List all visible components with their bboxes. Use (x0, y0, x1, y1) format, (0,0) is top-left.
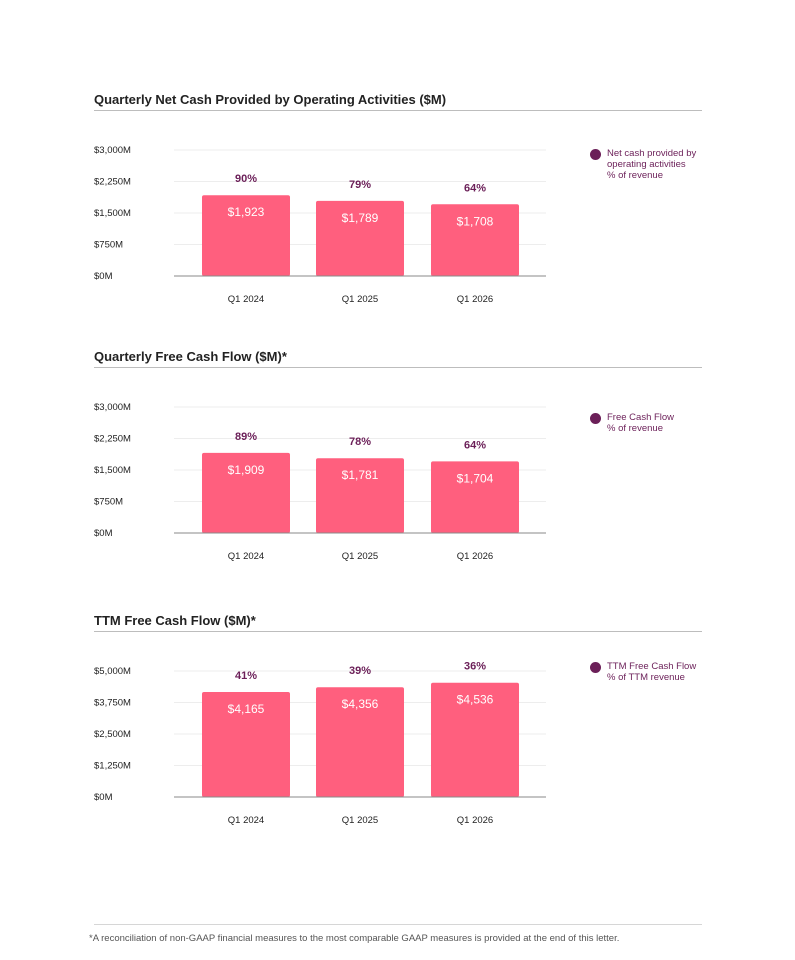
legend-line: Free Cash Flow (607, 412, 675, 423)
x-category-label: Q1 2024 (228, 294, 264, 305)
y-tick-label: $3,000M (94, 145, 131, 156)
chart-section-operating-cash: Quarterly Net Cash Provided by Operating… (0, 92, 795, 332)
y-tick-label: $750M (94, 240, 123, 251)
chart-title: Quarterly Free Cash Flow ($M)* (94, 349, 287, 364)
bar-value-label: $1,781 (342, 468, 379, 482)
chart-legend: Net cash provided by operating activitie… (590, 148, 696, 181)
legend-label: TTM Free Cash Flow % of TTM revenue (607, 661, 696, 683)
y-tick-label: $0M (94, 528, 113, 539)
y-tick-label: $2,250M (94, 434, 131, 445)
bar (316, 458, 404, 533)
y-tick-label: $2,500M (94, 729, 131, 740)
chart-legend: TTM Free Cash Flow % of TTM revenue (590, 661, 696, 683)
bar (316, 200, 404, 276)
legend-line: % of revenue (607, 170, 663, 181)
bar (202, 692, 290, 797)
bar-value-label: $1,704 (457, 471, 494, 485)
legend-circle-icon (590, 662, 601, 673)
bar (316, 687, 404, 797)
bar-value-label: $1,708 (457, 214, 494, 228)
bar (431, 204, 519, 276)
bar-chart-ttm-free-cash-flow: $0M $1,250M $2,500M $3,750M $5,000M $4,165 41%… (94, 661, 546, 826)
x-category-label: Q1 2025 (342, 294, 378, 305)
bar-value-label: $1,909 (228, 463, 265, 477)
x-category-label: Q1 2025 (342, 551, 378, 562)
chart-section-free-cash-flow: Quarterly Free Cash Flow ($M)* $0M $750M $… (0, 349, 795, 589)
bar (431, 461, 519, 533)
x-category-label: Q1 2026 (457, 815, 493, 826)
y-tick-label: $0M (94, 271, 113, 282)
x-category-label: Q1 2024 (228, 815, 264, 826)
chart-title: Quarterly Net Cash Provided by Operating… (94, 92, 447, 107)
chart-title: TTM Free Cash Flow ($M)* (94, 613, 256, 628)
percent-label: 36% (464, 661, 486, 673)
percent-label: 78% (349, 436, 371, 448)
legend-line: % of TTM revenue (607, 672, 685, 683)
y-tick-label: $1,500M (94, 465, 131, 476)
y-tick-label: $2,250M (94, 177, 131, 188)
legend-label: Net cash provided by operating activitie… (607, 148, 696, 181)
percent-label: 41% (235, 670, 257, 682)
bar (202, 452, 290, 533)
y-tick-label: $1,500M (94, 208, 131, 219)
x-category-label: Q1 2025 (342, 815, 378, 826)
chart-section-ttm-free-cash-flow: TTM Free Cash Flow ($M)* $0M $1,250M $2,50… (0, 613, 795, 853)
title-divider (94, 110, 702, 111)
percent-label: 90% (235, 173, 257, 185)
legend-line: Net cash provided by (607, 148, 697, 159)
bar (431, 682, 519, 797)
x-category-label: Q1 2026 (457, 294, 493, 305)
percent-label: 79% (349, 179, 371, 191)
legend-line: operating activities (607, 159, 686, 170)
legend-line: TTM Free Cash Flow (607, 661, 697, 672)
legend-line: % of revenue (607, 423, 663, 434)
y-tick-label: $5,000M (94, 666, 131, 677)
title-divider (94, 367, 702, 368)
bar-value-label: $1,923 (228, 205, 265, 219)
footnote: *A reconciliation of non-GAAP financial … (89, 933, 620, 944)
percent-label: 39% (349, 665, 371, 677)
bar-value-label: $4,356 (342, 697, 379, 711)
percent-label: 64% (464, 182, 486, 194)
y-tick-label: $0M (94, 792, 113, 803)
legend-label: Free Cash Flow % of revenue (607, 412, 674, 434)
bar-value-label: $4,165 (228, 702, 265, 716)
bar (202, 195, 290, 276)
bar-chart-free-cash-flow: $0M $750M $1,500M $2,250M $3,000M $1,909 89% Q1… (94, 402, 546, 562)
y-tick-label: $3,750M (94, 698, 131, 709)
x-category-label: Q1 2026 (457, 551, 493, 562)
footer-divider (94, 924, 702, 925)
bar-value-label: $4,536 (457, 693, 494, 707)
percent-label: 89% (235, 431, 257, 443)
y-tick-label: $1,250M (94, 761, 131, 772)
bar-chart-operating-cash: $0M $750M $1,500M $2,250M $3,000M $1,923 90% Q1… (94, 145, 546, 305)
chart-legend: Free Cash Flow % of revenue (590, 412, 674, 434)
y-tick-label: $750M (94, 497, 123, 508)
percent-label: 64% (464, 439, 486, 451)
legend-circle-icon (590, 149, 601, 160)
title-divider (94, 631, 702, 632)
x-category-label: Q1 2024 (228, 551, 264, 562)
bar-value-label: $1,789 (342, 211, 379, 225)
legend-circle-icon (590, 413, 601, 424)
y-tick-label: $3,000M (94, 402, 131, 413)
